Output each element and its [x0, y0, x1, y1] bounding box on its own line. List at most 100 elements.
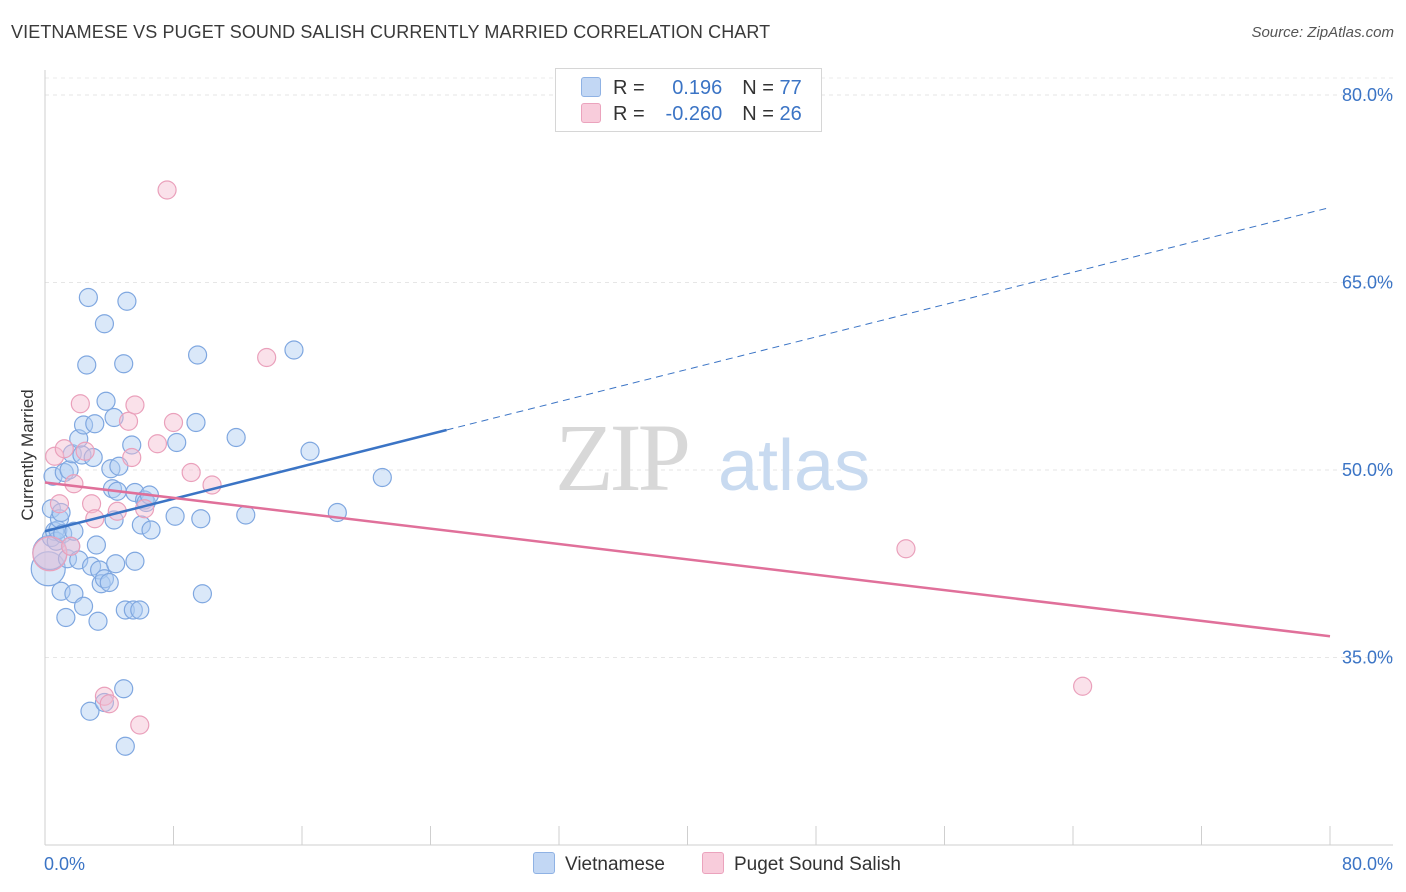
- chart-title: VIETNAMESE VS PUGET SOUND SALISH CURRENT…: [11, 22, 771, 42]
- vietnamese-point: [86, 535, 107, 555]
- blue-swatch: [581, 77, 601, 97]
- puget-sound-salish-point: [45, 446, 65, 466]
- legend-n-value: 77: [779, 77, 802, 99]
- puget-sound-salish-point: [54, 439, 74, 459]
- legend-n-label: N =: [742, 103, 774, 125]
- vietnamese-point: [88, 611, 108, 631]
- puget-sound-salish-point: [99, 694, 119, 714]
- vietnamese-point: [56, 607, 76, 628]
- series-vietnamese: [30, 287, 392, 756]
- legend-n-label: N =: [742, 77, 774, 99]
- vietnamese-trend-extension: [446, 207, 1331, 431]
- trend-lines: [44, 207, 1331, 638]
- vietnamese-point: [186, 412, 206, 433]
- vietnamese-point: [114, 679, 134, 699]
- vietnamese-point: [117, 291, 137, 311]
- vietnamese-point: [77, 355, 97, 375]
- watermark-zip: ZIP: [555, 404, 688, 511]
- vietnamese-point: [96, 391, 116, 411]
- axes: [44, 70, 1393, 846]
- puget-sound-salish-point: [70, 394, 90, 414]
- puget-sound-salish-point: [61, 536, 81, 556]
- vietnamese-point: [125, 551, 145, 571]
- vietnamese-point: [80, 701, 100, 721]
- puget-sound-salish-point: [181, 462, 201, 483]
- watermark-atlas: atlas: [718, 426, 870, 506]
- vietnamese-point: [101, 459, 121, 479]
- vietnamese-point: [372, 467, 392, 488]
- puget-sound-salish-point: [257, 347, 277, 368]
- y-tick-label: 80.0%: [1342, 85, 1393, 105]
- vietnamese-point: [106, 554, 126, 574]
- puget-sound-salish-point: [1073, 676, 1093, 696]
- x-tick-labels: 0.0% 80.0%: [44, 854, 1393, 874]
- x-tick-label: 0.0%: [44, 854, 85, 874]
- puget-sound-salish-point: [118, 411, 139, 431]
- pink-swatch: [581, 103, 601, 123]
- puget-sound-salish-trend-line: [44, 481, 1331, 638]
- legend-label: Vietnamese: [565, 854, 665, 875]
- vietnamese-point: [284, 340, 304, 360]
- x-tick-label: 80.0%: [1342, 854, 1393, 874]
- puget-sound-salish-point: [163, 412, 184, 433]
- pink-swatch: [702, 852, 724, 874]
- legend-row-puget-sound-salish: R = -0.260 N = 26: [581, 103, 802, 127]
- vietnamese-point: [192, 584, 213, 604]
- legend-n-value: 26: [779, 103, 802, 125]
- blue-swatch: [533, 852, 555, 874]
- vietnamese-point: [300, 441, 320, 461]
- source-label: Source: ZipAtlas.com: [1251, 24, 1394, 41]
- vietnamese-point: [64, 521, 84, 541]
- vietnamese-point: [114, 354, 134, 374]
- puget-sound-salish-point: [125, 395, 145, 415]
- puget-sound-salish-point: [32, 536, 68, 572]
- puget-sound-salish-point: [130, 715, 150, 735]
- vietnamese-point: [167, 432, 187, 453]
- y-tick-label: 50.0%: [1342, 460, 1393, 480]
- puget-sound-salish-point: [157, 180, 177, 200]
- legend-row-vietnamese: R = 0.196 N = 77: [581, 77, 802, 101]
- vietnamese-point: [165, 506, 185, 526]
- vietnamese-point: [115, 736, 135, 756]
- puget-sound-salish-point: [896, 539, 916, 559]
- vietnamese-point: [115, 600, 135, 620]
- puget-sound-salish-point: [81, 494, 102, 514]
- x-ticks: [44, 826, 1331, 845]
- vietnamese-point: [123, 600, 143, 620]
- y-tick-label: 35.0%: [1342, 648, 1393, 668]
- vietnamese-point: [141, 520, 161, 540]
- y-tick-labels: 35.0% 50.0% 65.0% 80.0%: [1342, 85, 1393, 668]
- correlation-legend: R = 0.196 N = 77 R = -0.260 N = 26: [555, 68, 822, 132]
- legend-r-label: R =: [613, 77, 645, 99]
- legend-r-value: 0.196: [672, 77, 723, 99]
- vietnamese-point: [72, 445, 92, 465]
- vietnamese-point: [99, 572, 119, 593]
- vietnamese-trend-line: [44, 428, 447, 533]
- vietnamese-point: [131, 515, 151, 535]
- y-tick-label: 65.0%: [1342, 273, 1393, 293]
- vietnamese-point: [191, 509, 211, 529]
- vietnamese-point: [104, 407, 124, 428]
- puget-sound-salish-point: [49, 494, 70, 514]
- puget-sound-salish-point: [75, 441, 95, 461]
- puget-sound-salish-point: [122, 447, 142, 468]
- watermark: ZIP atlas: [555, 404, 870, 511]
- vietnamese-point: [73, 596, 94, 616]
- vietnamese-point: [187, 345, 208, 365]
- legend-r-label: R =: [613, 103, 645, 125]
- legend-item-vietnamese: Vietnamese: [533, 852, 665, 876]
- vietnamese-point: [78, 287, 98, 308]
- vietnamese-point: [226, 427, 246, 448]
- puget-sound-salish-point: [147, 434, 168, 454]
- legend-label: Puget Sound Salish: [734, 854, 901, 875]
- legend-r-value: -0.260: [665, 103, 723, 125]
- vietnamese-point: [236, 505, 256, 525]
- vietnamese-point: [85, 414, 105, 434]
- vietnamese-point: [30, 551, 66, 587]
- vietnamese-point: [130, 600, 150, 620]
- grid: [45, 77, 1393, 658]
- legend-item-puget-sound-salish: Puget Sound Salish: [702, 852, 901, 876]
- puget-sound-salish-point: [64, 474, 84, 494]
- vietnamese-point: [94, 314, 115, 334]
